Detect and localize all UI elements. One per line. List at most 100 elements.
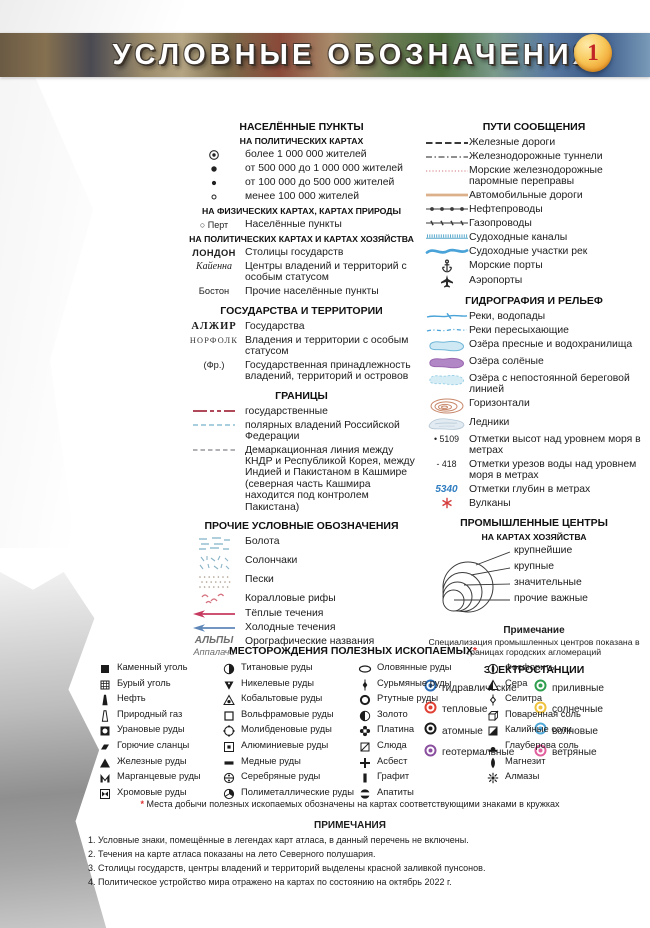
mineral-label: Глауберова соль — [505, 738, 579, 750]
phosphorite-icon — [485, 662, 500, 675]
legend-item-label: Государственная принадлежность владений,… — [245, 359, 411, 383]
mineral-item: Глауберова соль — [485, 738, 597, 753]
legend-item-label: Холодные течения — [245, 622, 336, 634]
industrial-note-title: Примечание — [503, 624, 565, 636]
section-title: ЭЛЕКТРОСТАНЦИИ — [483, 664, 585, 677]
swamp-icon — [183, 535, 245, 553]
nickel-icon — [221, 678, 236, 691]
legend-item-label: Столицы государств — [245, 247, 344, 258]
ferry-icon — [424, 164, 469, 177]
text-small-icon: ○ Перт — [183, 218, 245, 231]
symbol-text-sample: НОРФОЛК — [189, 335, 239, 345]
legend-item-label: Судоходные каналы — [469, 231, 568, 243]
aluminium-icon — [221, 740, 236, 753]
legend-item: 5340 Отметки глубин в метрах — [424, 483, 644, 496]
antimony-icon — [357, 678, 372, 691]
mineral-label: Серебряные руды — [241, 770, 321, 782]
legend-item-label: Владения и территории с особым статусом — [245, 334, 409, 358]
mineral-item: Фосфориты — [485, 661, 597, 675]
page-title: УСЛОВНЫЕ ОБОЗНАЧЕНИЯ — [112, 39, 598, 71]
mineral-label: Молибденовые руды — [241, 723, 332, 735]
mineral-label: Сурьмяные руды — [377, 676, 452, 688]
page-number-badge: 1 — [574, 34, 612, 72]
mineral-label: Поваренная соль — [505, 707, 581, 719]
mineral-item: Природный газ — [97, 708, 221, 722]
legend-item: от 100 000 до 500 000 жителей — [183, 176, 420, 189]
mineral-label: Фосфориты — [505, 661, 557, 672]
section-title: ПРОМЫШЛЕННЫЕ ЦЕНТРЫ — [460, 516, 608, 529]
mineral-item: Нефть — [97, 692, 221, 706]
oil-icon — [97, 693, 112, 706]
glauber-salt-icon — [485, 740, 500, 753]
mineral-label: Бурый уголь — [117, 676, 171, 688]
legend-item: Железнодорожные туннели — [424, 150, 644, 163]
oro-name-sample: Аппалачи — [193, 646, 235, 657]
magnesite-icon — [485, 756, 500, 769]
legend-item-label: Железнодорожные туннели — [469, 151, 603, 162]
power-station-item: геотермальные — [424, 744, 534, 762]
saltpeter-icon — [485, 693, 500, 706]
legend-item-label: Озёра солёные — [469, 355, 544, 367]
power-station-icon — [534, 679, 547, 697]
power-station-label: тепловые — [442, 704, 488, 716]
text-serif-caps-icon: НОРФОЛК — [183, 334, 245, 347]
ring-dot-icon — [183, 148, 245, 161]
legend-item: Кайенна Центры владений и территорий с ос… — [183, 260, 420, 284]
legend-item: Солончаки — [183, 554, 420, 572]
power-station-icon — [534, 744, 547, 762]
dot-sm-icon — [183, 176, 245, 189]
text-plain-icon: (Фр.) — [183, 359, 245, 372]
power-station-item: атомные — [424, 722, 534, 740]
legend-item-label: Судоходные участки рек — [469, 245, 588, 257]
mercury-icon — [357, 693, 372, 706]
legend-item-label: полярных владений Российской Федерации — [245, 419, 400, 443]
mineral-item: Хромовые руды — [97, 786, 221, 800]
legend-item-label: Аэропорты — [469, 274, 523, 286]
symbol-text-sample: Кайенна — [195, 261, 232, 272]
text-serif-bold-icon: АЛЖИР — [183, 320, 245, 333]
mineral-item: Каменный уголь — [97, 661, 221, 675]
potash-icon — [485, 724, 500, 737]
mineral-label: Асбест — [377, 754, 408, 766]
mineral-item: Молибденовые руды — [221, 724, 357, 737]
legend-item-label: Нефтепроводы — [469, 203, 543, 215]
mineral-label: Слюда — [377, 738, 407, 750]
circle-sm-icon — [183, 190, 245, 203]
symbol-text-sample: ЛОНДОН — [192, 247, 236, 258]
coal-icon — [97, 662, 112, 675]
symbol-text-sample: 5340 — [435, 483, 458, 495]
mica-icon — [357, 740, 372, 753]
legend-item: Бостон Прочие населённые пункты — [183, 285, 420, 298]
railway-icon — [424, 136, 469, 149]
volcano-icon — [424, 497, 469, 510]
power-station-label: приливные — [552, 682, 605, 694]
power-stations-grid: гидравлические тепловые атомные геотермальн… — [424, 679, 644, 765]
mineral-item: Марганцевые руды — [97, 770, 221, 784]
legend-item: Тёплые течения — [183, 607, 420, 620]
legend-item: НОРФОЛК Владения и территории с особым ст… — [183, 334, 420, 358]
mineral-label: Селитра — [505, 692, 543, 704]
legend-item: Коралловые рифы — [183, 592, 420, 606]
section-transport: ПУТИ СООБЩЕНИЯ Железные дороги Железнодоро… — [424, 121, 644, 288]
apatite-icon — [357, 787, 372, 800]
text-elev-icon: - 418 — [424, 458, 469, 471]
legend-item-label: Отметки урезов воды над уровнем моря в м… — [469, 458, 637, 482]
legend-item-label: Ледники — [469, 416, 510, 428]
mineral-label: Сера — [505, 676, 528, 688]
legend-item-label: Озёра пресные и водохранилища — [469, 338, 633, 350]
text-italic-icon: Кайенна — [183, 260, 245, 273]
section-other-symbols: ПРОЧИЕ УСЛОВНЫЕ ОБОЗНАЧЕНИЯ Болота Солонча… — [183, 520, 420, 657]
legend-item: полярных владений Российской Федерации — [183, 419, 420, 443]
graphite-icon — [357, 771, 372, 784]
mineral-label: Золото — [377, 707, 408, 719]
power-station-label: волновые — [552, 725, 598, 737]
legend-item-label: Болота — [245, 536, 280, 548]
legend-item: АЛЬПЫ Аппалачи Орографические названия — [183, 635, 420, 657]
mineral-label: Алмазы — [505, 770, 540, 782]
mineral-label: Платина — [377, 723, 415, 735]
mineral-label: Медные руды — [241, 754, 301, 766]
mineral-item: Алмазы — [485, 770, 597, 784]
legend-item-label: более 1 000 000 жителей — [245, 149, 367, 160]
power-station-item: солнечные — [534, 701, 644, 719]
note-line: 3. Столицы государств, центры владений и… — [88, 862, 486, 873]
